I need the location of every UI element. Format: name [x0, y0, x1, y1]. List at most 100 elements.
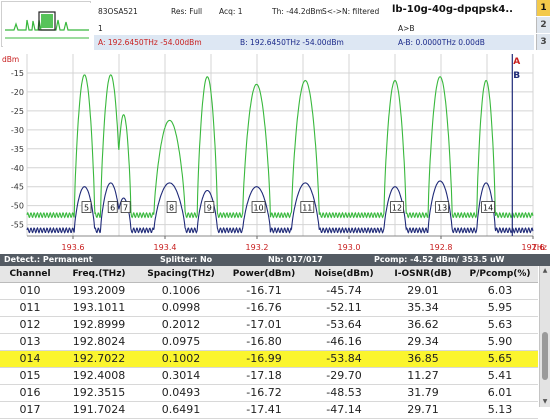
status-bar: Detect.: Permanent Splitter: No Nb: 017/… [0, 254, 550, 266]
table-row[interactable]: 011 193.1011 0.0998 -16.76 -52.11 35.34 5.95 [0, 299, 538, 317]
table-row[interactable]: 010 193.2009 0.1006 -16.71 -45.74 29.01 6.03 [0, 282, 538, 300]
channel-label[interactable]: 9 [204, 201, 215, 213]
table-cell: -16.71 [224, 282, 304, 300]
channel-label[interactable]: 6 [107, 201, 118, 213]
spectrum-overview-thumbnail[interactable] [1, 1, 91, 47]
table-row[interactable]: 013 192.8024 0.0975 -16.80 -46.16 29.34 5.90 [0, 333, 538, 351]
marker-diff-readout: A-B: 0.0000THz 0.00dB [398, 38, 485, 47]
threshold-label: Th: -44.2dBm [272, 7, 323, 16]
column-header[interactable]: I-OSNR(dB) [384, 266, 462, 283]
table-cell: -29.70 [304, 367, 384, 385]
table-cell: 0.0975 [138, 333, 224, 351]
y-tick-label: -55 [11, 221, 24, 230]
spectrum-chart-svg[interactable]: 5 6 7 8 9 10 11 12 13 14 -15 -20 -25 -30 -35 -40 -45 -50… [0, 52, 550, 254]
trace-tab-3[interactable]: 3 [536, 34, 550, 50]
channel-label[interactable]: 11 [300, 201, 315, 213]
channel-label-box [435, 201, 449, 213]
x-tick-label: 193.6 [62, 243, 85, 252]
table-cell: 0.2012 [138, 316, 224, 334]
table-cell: -47.14 [304, 401, 384, 419]
channel-label[interactable]: 12 [390, 201, 404, 213]
table-cell: 0.1002 [138, 350, 224, 368]
table-cell: 011 [0, 299, 60, 317]
table-cell: 192.3515 [60, 384, 138, 402]
column-header[interactable]: Noise(dBm) [304, 266, 384, 283]
table-cell: -53.64 [304, 316, 384, 334]
channel-label-text: 11 [302, 204, 312, 213]
spectrum-trace-1 [26, 74, 534, 219]
y-tick-label: -35 [11, 145, 24, 154]
table-cell: 192.8999 [60, 316, 138, 334]
channel-label-box [390, 201, 404, 213]
table-row[interactable]: 016 192.3515 0.0493 -16.72 -48.53 31.79 6.01 [0, 384, 538, 402]
marker-b-label[interactable]: B [513, 71, 520, 81]
table-cell: -45.74 [304, 282, 384, 300]
y-unit-label: dBm [2, 55, 19, 64]
table-cell: 5.13 [462, 401, 538, 419]
column-header[interactable]: Power(dBm) [224, 266, 304, 283]
table-cell: -48.53 [304, 384, 384, 402]
channel-label[interactable]: 7 [120, 201, 131, 213]
marker-readout-row [94, 35, 534, 50]
table-cell: 5.90 [462, 333, 538, 351]
column-header[interactable]: P/Pcomp(%) [462, 266, 538, 283]
channel-label-box [166, 201, 177, 213]
x-tick-label: 193.2 [246, 243, 269, 252]
trace-tab-2[interactable]: 2 [536, 17, 550, 33]
channel-label[interactable]: 13 [435, 201, 449, 213]
channel-label[interactable]: 14 [481, 201, 495, 213]
table-row[interactable]: 017 191.7024 0.6491 -17.41 -47.14 29.71 5.13 [0, 401, 538, 419]
x-tick-label: 193.0 [338, 243, 361, 252]
scroll-up-arrow-icon[interactable]: ▲ [542, 267, 548, 274]
channel-label[interactable]: 10 [251, 201, 266, 213]
column-header[interactable]: Spacing(THz) [138, 266, 224, 283]
table-cell: 0.0998 [138, 299, 224, 317]
channel-count: Nb: 017/017 [268, 255, 323, 264]
channel-label-box [120, 201, 131, 213]
channel-label-text: 14 [483, 204, 493, 213]
table-cell: -46.16 [304, 333, 384, 351]
y-tick-label: -20 [11, 88, 24, 97]
channel-label[interactable]: 5 [81, 201, 92, 213]
table-scrollbar[interactable]: ▲ ▼ [539, 266, 550, 407]
table-cell: 014 [0, 350, 60, 368]
table-cell: 191.7024 [60, 401, 138, 419]
marker-order-label: A>B [398, 24, 415, 33]
marker-a-label[interactable]: A [513, 57, 520, 67]
y-tick-label: -30 [11, 126, 24, 135]
table-row[interactable]: 015 192.4008 0.3014 -17.18 -29.70 11.27 5.41 [0, 367, 538, 385]
column-header[interactable]: Channel [0, 266, 60, 283]
scroll-down-arrow-icon[interactable]: ▼ [542, 398, 548, 405]
trace-tab-1[interactable]: 1 [536, 0, 550, 16]
table-row[interactable]: 012 192.8999 0.2012 -17.01 -53.64 36.62 5.63 [0, 316, 538, 334]
table-cell: 015 [0, 367, 60, 385]
table-cell: 192.7022 [60, 350, 138, 368]
y-tick-label: -50 [11, 202, 24, 211]
table-cell: -52.11 [304, 299, 384, 317]
y-tick-label: -25 [11, 107, 24, 116]
spectrum-chart[interactable]: 5 6 7 8 9 10 11 12 13 14 -15 -20 -25 -30 -35 -40 -45 -50… [0, 52, 550, 254]
scrollbar-thumb[interactable] [542, 332, 548, 380]
x-unit-label: THz [531, 243, 547, 252]
table-cell: 31.79 [384, 384, 462, 402]
table-cell: 0.6491 [138, 401, 224, 419]
channel-label-box [81, 201, 92, 213]
table-cell: 6.01 [462, 384, 538, 402]
channel-label[interactable]: 8 [166, 201, 177, 213]
channel-label-box [107, 201, 118, 213]
x-tick-label: 192.8 [430, 243, 453, 252]
x-tick-label: 193.4 [154, 243, 177, 252]
table-cell: 016 [0, 384, 60, 402]
channel-label-box [481, 201, 495, 213]
splitter-status: Splitter: No [160, 255, 213, 264]
column-header[interactable]: Freq.(THz) [60, 266, 138, 283]
table-cell: 012 [0, 316, 60, 334]
table-row-selected[interactable]: 014 192.7022 0.1002 -16.99 -53.84 36.85 5.65 [0, 350, 538, 368]
table-cell: 5.65 [462, 350, 538, 368]
table-cell: 5.63 [462, 316, 538, 334]
resolution-label: Res: Full [171, 7, 203, 16]
table-cell: 11.27 [384, 367, 462, 385]
table-cell: -16.80 [224, 333, 304, 351]
table-cell: 29.34 [384, 333, 462, 351]
table-cell: -16.76 [224, 299, 304, 317]
